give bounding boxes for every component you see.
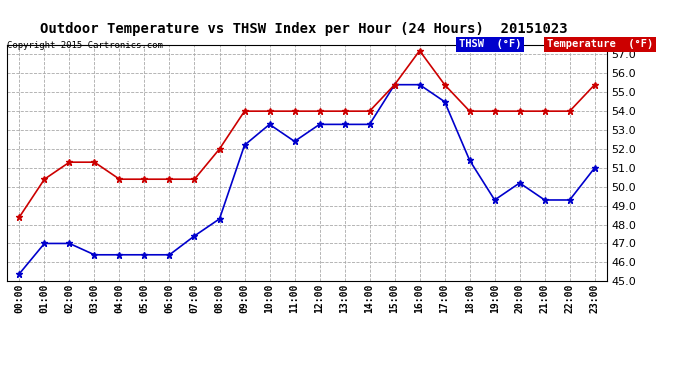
Text: Outdoor Temperature vs THSW Index per Hour (24 Hours)  20151023: Outdoor Temperature vs THSW Index per Ho… [40,22,567,36]
Text: Copyright 2015 Cartronics.com: Copyright 2015 Cartronics.com [7,41,163,50]
Text: THSW  (°F): THSW (°F) [459,39,522,50]
Text: Temperature  (°F): Temperature (°F) [547,39,653,50]
